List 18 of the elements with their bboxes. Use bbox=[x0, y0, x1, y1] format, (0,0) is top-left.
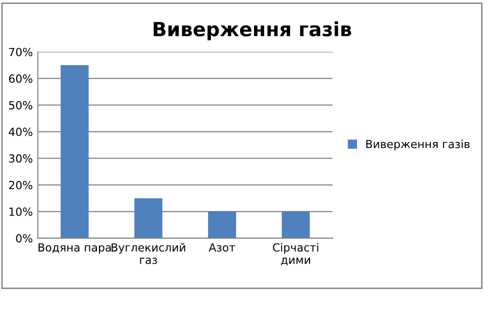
legend-label: Виверження газів bbox=[366, 140, 470, 150]
bar bbox=[208, 212, 236, 238]
y-tick-label: 10% bbox=[9, 208, 32, 216]
y-tick-label: 20% bbox=[9, 180, 32, 190]
x-tick-label: Азот bbox=[208, 243, 236, 252]
bar bbox=[60, 65, 89, 238]
bar bbox=[282, 212, 310, 238]
y-tick-label: 30% bbox=[9, 154, 32, 163]
x-tick-label: Вуглекислий газ bbox=[112, 243, 186, 264]
chart-title: Виверження газів bbox=[154, 21, 352, 40]
bar bbox=[134, 198, 162, 238]
x-tick-label: Сірчасті дими bbox=[272, 243, 318, 266]
y-tick-label: 40% bbox=[8, 128, 32, 136]
y-tick-label: 70% bbox=[9, 48, 32, 56]
y-tick-label: 50% bbox=[9, 101, 32, 110]
y-tick-label: 0% bbox=[16, 234, 32, 243]
y-tick-label: 60% bbox=[9, 74, 32, 83]
x-tick-label: Водяна пара bbox=[38, 243, 111, 254]
